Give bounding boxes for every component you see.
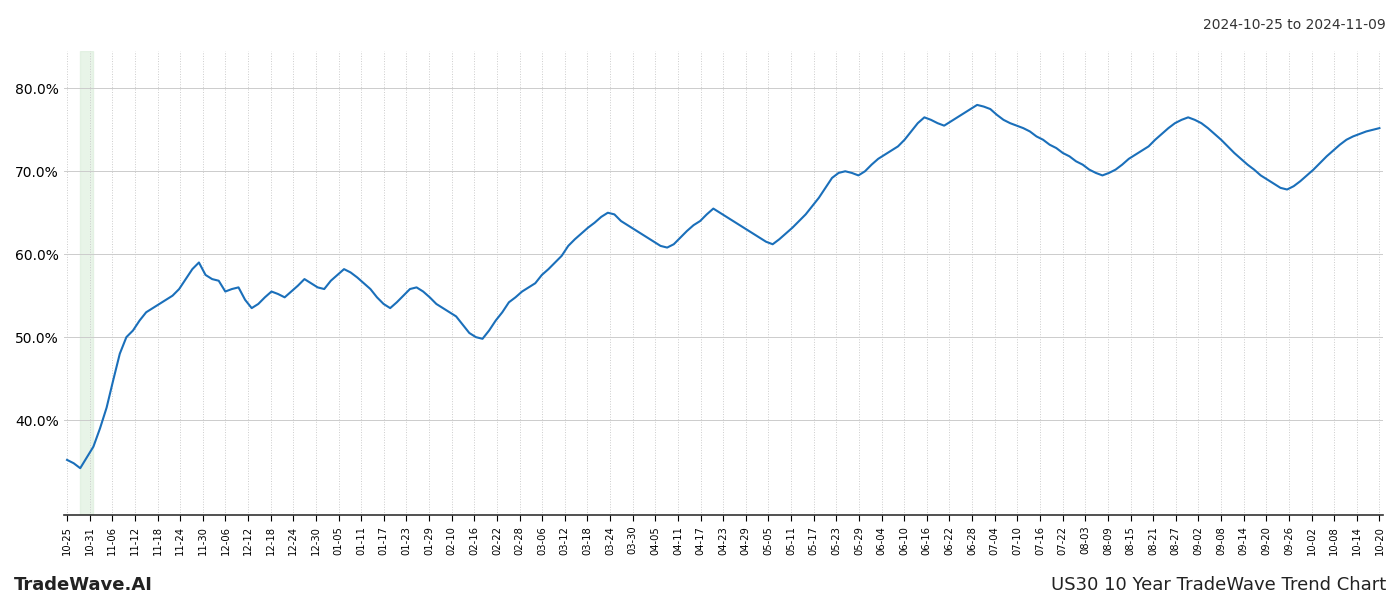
Text: TradeWave.AI: TradeWave.AI [14, 576, 153, 594]
Text: US30 10 Year TradeWave Trend Chart: US30 10 Year TradeWave Trend Chart [1051, 576, 1386, 594]
Bar [80, 51, 94, 515]
Text: 2024-10-25 to 2024-11-09: 2024-10-25 to 2024-11-09 [1203, 18, 1386, 32]
